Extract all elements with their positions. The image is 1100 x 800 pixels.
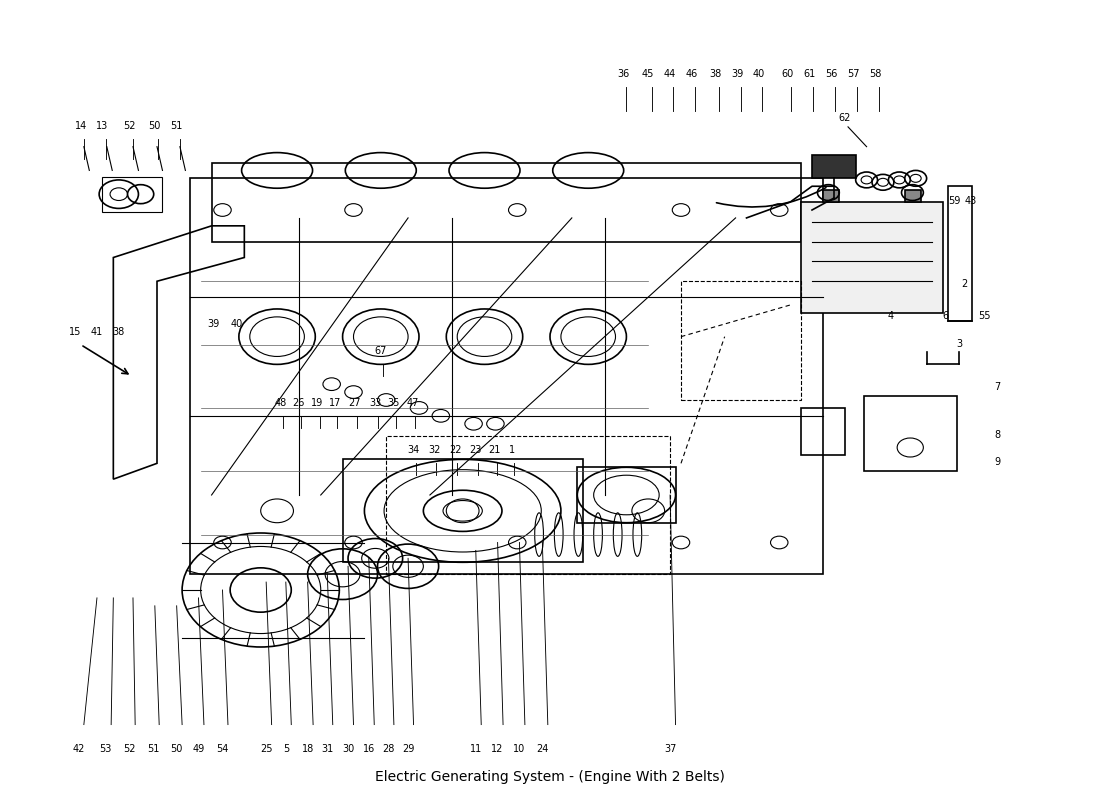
Text: 57: 57: [847, 70, 860, 79]
Text: 3: 3: [956, 338, 962, 349]
Text: 43: 43: [965, 196, 977, 206]
Text: 46: 46: [685, 70, 698, 79]
Text: 26: 26: [293, 398, 305, 408]
Text: 6: 6: [942, 311, 948, 321]
Text: 32: 32: [428, 446, 440, 455]
Text: 21: 21: [488, 446, 501, 455]
Text: 40: 40: [752, 70, 764, 79]
Text: 2: 2: [961, 279, 968, 289]
Text: Electric Generating System - (Engine With 2 Belts): Electric Generating System - (Engine Wit…: [375, 770, 725, 784]
Text: 25: 25: [260, 744, 273, 754]
Text: 54: 54: [217, 744, 229, 754]
Text: 40: 40: [231, 318, 243, 329]
Bar: [342, 459, 583, 562]
Bar: [681, 282, 801, 400]
Text: 41: 41: [91, 326, 103, 337]
Text: 50: 50: [148, 121, 161, 131]
Bar: [578, 467, 675, 522]
Text: 33: 33: [370, 398, 382, 408]
Bar: [812, 154, 856, 178]
Text: 38: 38: [112, 326, 125, 337]
Text: 50: 50: [170, 744, 183, 754]
Text: 61: 61: [804, 70, 816, 79]
Text: 52: 52: [123, 121, 136, 131]
Text: 49: 49: [192, 744, 205, 754]
Text: 51: 51: [147, 744, 160, 754]
Bar: [801, 202, 943, 313]
Text: 5: 5: [283, 744, 289, 754]
Text: 16: 16: [363, 744, 375, 754]
Text: 53: 53: [99, 744, 112, 754]
Text: 52: 52: [123, 744, 136, 754]
Text: 37: 37: [664, 744, 676, 754]
Text: 45: 45: [642, 70, 654, 79]
Text: 28: 28: [382, 744, 395, 754]
Text: 56: 56: [825, 70, 838, 79]
Bar: [189, 178, 823, 574]
Bar: [386, 436, 670, 574]
Text: 51: 51: [170, 121, 183, 131]
Bar: [948, 186, 972, 321]
Text: 7: 7: [994, 382, 1001, 392]
Text: 42: 42: [73, 744, 85, 754]
Text: 23: 23: [470, 446, 482, 455]
Text: 11: 11: [470, 744, 482, 754]
Text: 27: 27: [349, 398, 361, 408]
Text: 31: 31: [321, 744, 333, 754]
Text: 24: 24: [536, 744, 549, 754]
Bar: [102, 177, 163, 211]
Text: 4: 4: [888, 311, 893, 321]
Text: 34: 34: [407, 446, 420, 455]
Text: 60: 60: [782, 70, 794, 79]
Text: 10: 10: [514, 744, 526, 754]
Text: 55: 55: [978, 311, 991, 321]
Text: 18: 18: [301, 744, 314, 754]
Bar: [823, 190, 839, 202]
Bar: [211, 162, 801, 242]
Text: 39: 39: [732, 70, 744, 79]
Text: 48: 48: [274, 398, 286, 408]
Text: 1: 1: [508, 446, 515, 455]
Text: 15: 15: [69, 326, 81, 337]
Text: 12: 12: [492, 744, 504, 754]
Text: 59: 59: [948, 196, 960, 206]
Bar: [905, 190, 921, 202]
Text: 38: 38: [710, 70, 722, 79]
Bar: [801, 408, 845, 455]
Text: 22: 22: [449, 446, 461, 455]
Text: 8: 8: [994, 430, 1001, 439]
Text: 35: 35: [387, 398, 400, 408]
Text: 44: 44: [664, 70, 676, 79]
Text: 17: 17: [329, 398, 341, 408]
Text: 36: 36: [617, 70, 629, 79]
Bar: [865, 396, 957, 471]
Text: 62: 62: [838, 113, 851, 123]
Text: 39: 39: [208, 318, 220, 329]
Text: 13: 13: [97, 121, 109, 131]
Text: 29: 29: [402, 744, 415, 754]
Text: 30: 30: [342, 744, 354, 754]
Text: 58: 58: [869, 70, 881, 79]
Text: 14: 14: [75, 121, 87, 131]
Text: 67: 67: [375, 346, 387, 357]
Text: 19: 19: [311, 398, 323, 408]
Text: 47: 47: [406, 398, 419, 408]
Text: 9: 9: [994, 458, 1001, 467]
